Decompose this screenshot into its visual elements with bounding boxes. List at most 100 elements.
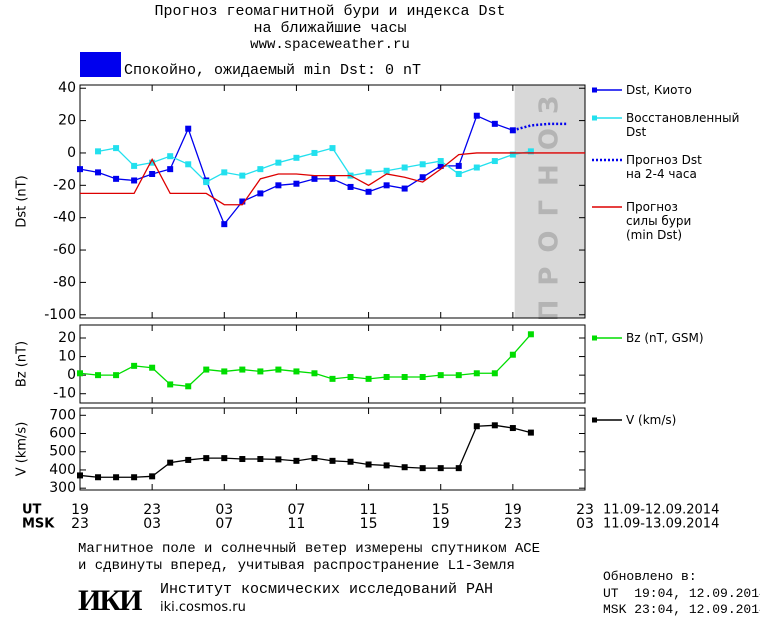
- plot-frame: [79, 324, 586, 404]
- marker: [149, 159, 156, 166]
- plot-frame: [79, 407, 586, 491]
- y-tick-label: 20: [58, 330, 76, 346]
- marker: [509, 351, 516, 358]
- marker: [473, 423, 480, 430]
- y-tick-label: 20: [58, 113, 76, 129]
- legend-marker: [592, 115, 597, 121]
- marker: [293, 154, 300, 161]
- marker: [95, 372, 102, 379]
- x-tick-label: 19: [432, 516, 450, 532]
- marker: [419, 174, 426, 181]
- marker: [203, 179, 210, 186]
- marker: [455, 162, 462, 169]
- y-axis-label: Bz (nT): [15, 341, 30, 387]
- marker: [149, 170, 156, 177]
- marker: [437, 372, 444, 379]
- marker: [365, 169, 372, 176]
- marker: [419, 161, 426, 168]
- marker: [311, 149, 318, 156]
- legend-label: Прогноз Dst на 2-4 часа: [626, 153, 702, 181]
- x-tick-label: 23: [143, 502, 161, 518]
- series-line: [79, 114, 514, 226]
- logo: ИКИ: [78, 584, 142, 617]
- y-tick-label: 300: [49, 480, 76, 496]
- y-axis-label: Dst (nT): [15, 175, 30, 227]
- x-tick-label: 11: [288, 516, 306, 532]
- marker: [239, 198, 246, 205]
- marker: [329, 375, 336, 382]
- marker: [221, 455, 228, 462]
- institute-url: iki.cosmos.ru: [160, 600, 246, 615]
- y-tick-label: 400: [49, 462, 76, 478]
- marker: [347, 183, 354, 190]
- series-line: [512, 122, 567, 132]
- marker: [275, 456, 282, 463]
- marker: [167, 381, 174, 388]
- y-tick-label: -10: [53, 386, 76, 402]
- marker: [239, 366, 246, 373]
- y-tick-label: -40: [53, 210, 76, 226]
- y-tick-label: -60: [53, 242, 76, 258]
- marker: [491, 370, 498, 377]
- series-line: [79, 424, 532, 478]
- marker: [239, 456, 246, 463]
- y-tick-label: 600: [49, 426, 76, 442]
- x-tick-label: 03: [143, 516, 161, 532]
- y-tick-label: 10: [58, 349, 76, 365]
- legend-marker: [592, 417, 597, 423]
- marker: [239, 172, 246, 179]
- marker: [437, 162, 444, 169]
- marker: [203, 366, 210, 373]
- plot-frame: [79, 84, 586, 319]
- marker: [365, 188, 372, 195]
- x-tick-label: 11: [360, 502, 378, 518]
- marker: [347, 374, 354, 380]
- marker: [527, 429, 534, 436]
- marker: [329, 145, 336, 152]
- marker: [131, 474, 138, 481]
- y-tick-label: 700: [49, 407, 76, 423]
- y-axis-label: V (km/s): [15, 422, 30, 477]
- marker: [293, 180, 300, 187]
- marker: [527, 331, 534, 338]
- legend-marker: [592, 335, 597, 341]
- series-line: [80, 152, 585, 206]
- marker: [257, 166, 264, 173]
- marker: [131, 162, 138, 169]
- marker: [419, 374, 426, 380]
- marker: [257, 190, 264, 197]
- marker: [95, 474, 102, 481]
- y-tick-label: 40: [58, 80, 76, 96]
- legend-marker: [592, 87, 597, 93]
- marker: [77, 166, 83, 173]
- marker: [293, 457, 300, 464]
- marker: [113, 474, 120, 481]
- updated: UT 19:04, 12.09.2014: [603, 586, 760, 601]
- marker: [401, 185, 408, 192]
- marker: [221, 169, 228, 176]
- marker: [221, 221, 228, 228]
- marker: [311, 370, 318, 377]
- marker: [383, 167, 390, 174]
- marker: [365, 375, 372, 382]
- marker: [329, 457, 336, 464]
- status-box: [80, 52, 121, 77]
- x-tick-label: 15: [432, 502, 450, 518]
- forecast-label: ПРОГНОЗ: [534, 82, 564, 322]
- legend-label: Dst, Киото: [626, 83, 692, 97]
- marker: [167, 153, 174, 160]
- marker: [293, 368, 300, 375]
- y-tick-label: 0: [67, 145, 76, 161]
- marker: [473, 370, 480, 377]
- marker: [509, 425, 516, 432]
- marker: [185, 383, 192, 390]
- y-tick-label: -20: [53, 177, 76, 193]
- marker: [167, 459, 174, 466]
- marker: [419, 465, 426, 472]
- marker: [473, 164, 480, 171]
- series-line: [79, 333, 532, 387]
- x-tick-label: 03: [576, 516, 594, 532]
- legend-label: Bz (nT, GSM): [626, 331, 704, 345]
- x-tick-label: 15: [360, 516, 378, 532]
